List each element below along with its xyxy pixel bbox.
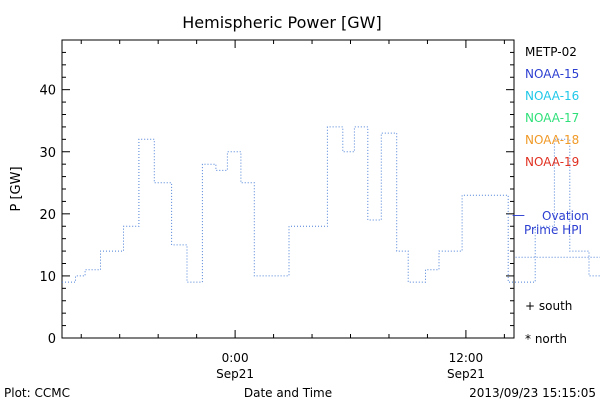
ovation-prime-hpi-line xyxy=(62,126,600,283)
legend-entry-metp-02: METP-02 xyxy=(525,45,577,59)
plot-timestamp: 2013/09/23 15:15:05 xyxy=(469,386,596,400)
x-tick-date: Sep21 xyxy=(447,367,485,381)
y-axis-label: P [GW] xyxy=(9,166,24,211)
x-axis-label: Date and Time xyxy=(244,386,332,400)
axis-ticks xyxy=(62,39,514,339)
plot-frame xyxy=(61,39,515,339)
plot-credit: Plot: CCMC xyxy=(4,386,70,400)
legend: METP-02 NOAA-15 NOAA-16 NOAA-17 NOAA-18 NOAA-… xyxy=(525,45,579,169)
north-marker-label: * north xyxy=(525,332,567,346)
south-marker-label: + south xyxy=(525,299,572,313)
x-tick-date: Sep21 xyxy=(216,367,254,381)
x-tick-labels: 0:00Sep2112:00Sep210:00Sep2212:00Sep220:… xyxy=(216,351,485,381)
ovation-marker-dash: — xyxy=(512,208,525,223)
ovation-label-line2: Prime HPI xyxy=(524,223,582,237)
legend-entry-noaa-15: NOAA-15 xyxy=(525,67,579,81)
x-tick-time: 12:00 xyxy=(449,351,484,365)
legend-entry-noaa-18: NOAA-18 xyxy=(525,133,579,147)
y-tick-label: 20 xyxy=(39,208,56,223)
x-tick-time: 0:00 xyxy=(222,351,249,365)
y-tick-labels: 0 10 20 30 40 xyxy=(39,84,56,347)
ovation-label-line1: Ovation xyxy=(542,209,589,223)
legend-entry-noaa-16: NOAA-16 xyxy=(525,89,579,103)
chart-title: Hemispheric Power [GW] xyxy=(182,13,381,32)
y-tick-label: 40 xyxy=(39,84,56,99)
legend-entry-noaa-17: NOAA-17 xyxy=(525,111,579,125)
legend-entry-noaa-19: NOAA-19 xyxy=(525,155,579,169)
y-tick-label: 30 xyxy=(39,146,56,161)
y-tick-label: 10 xyxy=(39,270,56,285)
y-tick-label: 0 xyxy=(48,332,56,347)
